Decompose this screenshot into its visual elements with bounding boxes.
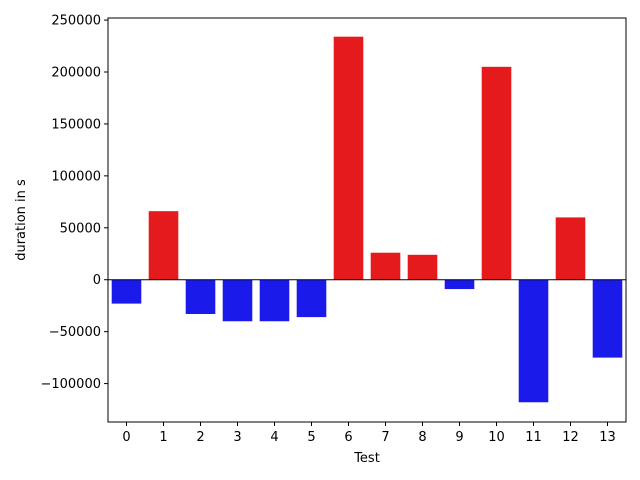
x-axis-ticks: 0 1 2 3 4 5 6 7 8 9 10 11 12 13: [122, 422, 616, 445]
bar-10: [481, 66, 512, 280]
x-tick-label: 3: [233, 430, 241, 445]
x-tick-label: 0: [122, 430, 130, 445]
y-tick-label: 100000: [51, 169, 101, 184]
x-tick-label: 6: [344, 430, 352, 445]
x-tick-label: 12: [562, 430, 579, 445]
y-tick-label: 50000: [60, 221, 101, 236]
bar-12: [555, 217, 586, 280]
x-tick-label: 5: [307, 430, 315, 445]
bar-9: [444, 279, 475, 290]
x-tick-label: 4: [270, 430, 278, 445]
bar-4: [259, 279, 290, 322]
bar-7: [370, 252, 401, 280]
y-axis-label: duration in s: [14, 179, 29, 261]
bar-0: [111, 279, 142, 304]
x-tick-label: 2: [196, 430, 204, 445]
bar-5: [296, 279, 327, 318]
bar-11: [518, 279, 549, 403]
bars-group: [111, 36, 623, 403]
y-tick-label: −100000: [40, 377, 101, 392]
bar-6: [333, 36, 364, 280]
bar-13: [592, 279, 623, 358]
x-tick-label: 9: [455, 430, 463, 445]
y-axis-ticks: −100000 −50000 0 50000 100000 150000 200000 250…: [40, 14, 108, 392]
x-tick-label: 8: [418, 430, 426, 445]
bar-8: [407, 254, 438, 280]
y-tick-label: 150000: [51, 117, 101, 132]
x-axis-label: Test: [353, 451, 380, 466]
x-tick-label: 11: [525, 430, 542, 445]
y-tick-label: 250000: [51, 14, 101, 29]
y-tick-label: −50000: [49, 325, 101, 340]
x-tick-label: 7: [381, 430, 389, 445]
bar-1: [148, 211, 179, 280]
bar-2: [185, 279, 216, 314]
x-tick-label: 1: [159, 430, 167, 445]
bar-3: [222, 279, 253, 322]
x-tick-label: 10: [488, 430, 505, 445]
x-tick-label: 13: [599, 430, 616, 445]
y-tick-label: 0: [93, 273, 101, 288]
y-tick-label: 200000: [51, 66, 101, 81]
plot-frame: [107, 17, 627, 423]
